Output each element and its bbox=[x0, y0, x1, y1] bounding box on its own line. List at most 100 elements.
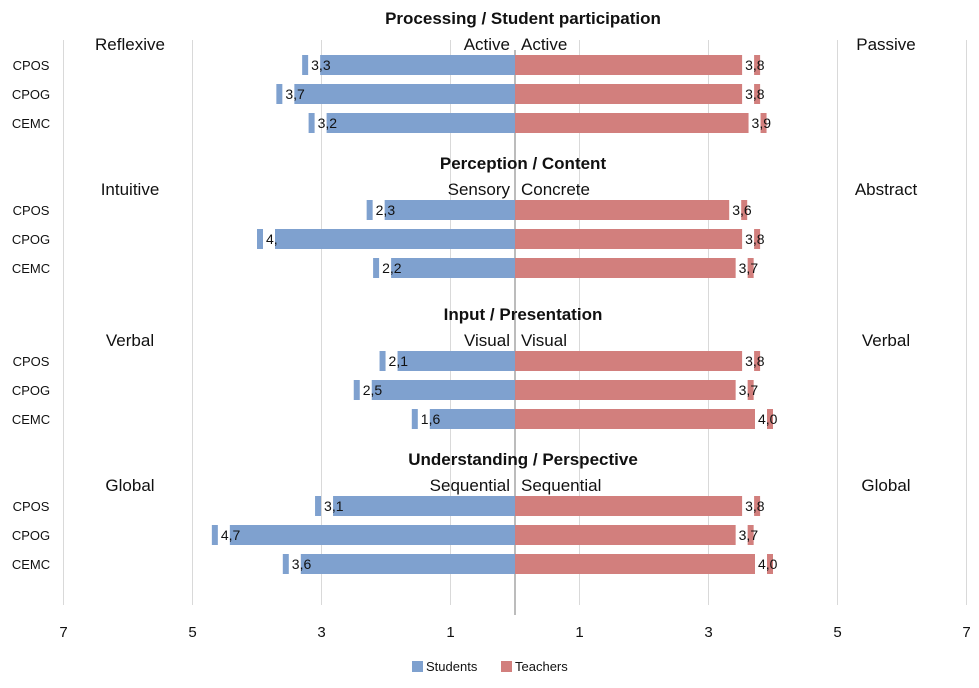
students-bar bbox=[229, 525, 515, 545]
teachers-bar-end bbox=[741, 200, 748, 220]
teachers-bar-end bbox=[760, 113, 767, 133]
teachers-data-label: 4,0 bbox=[758, 556, 778, 572]
teachers-bar-end bbox=[747, 525, 754, 545]
students-bar-end bbox=[308, 113, 315, 133]
teachers-bar-end bbox=[754, 229, 761, 249]
students-bar-end bbox=[315, 496, 322, 516]
teachers-data-label: 3,7 bbox=[739, 260, 759, 276]
left-pole-label: Intuitive bbox=[101, 180, 160, 199]
teachers-bar bbox=[515, 84, 743, 104]
students-bar bbox=[294, 84, 515, 104]
center-right-label: Active bbox=[521, 35, 567, 54]
left-pole-label: Global bbox=[105, 476, 154, 495]
legend-swatch-teachers bbox=[501, 661, 512, 672]
panel: Input / Presentation Verbal Visual Visual Ve… bbox=[12, 305, 910, 429]
teachers-bar-end bbox=[754, 55, 761, 75]
teachers-bar-end bbox=[747, 258, 754, 278]
grid bbox=[63, 40, 967, 605]
students-data-label: 2,3 bbox=[376, 202, 396, 218]
category-label: CPOG bbox=[12, 383, 50, 398]
x-tick-label: 1 bbox=[446, 624, 454, 641]
teachers-bar-end bbox=[754, 351, 761, 371]
teachers-bar-end bbox=[767, 409, 773, 429]
center-left-label: Sensory bbox=[448, 180, 511, 199]
teachers-bar bbox=[515, 229, 743, 249]
students-bar bbox=[371, 380, 515, 400]
right-pole-label: Global bbox=[861, 476, 910, 495]
students-bar-end bbox=[257, 229, 263, 249]
students-data-label: 4,7 bbox=[221, 527, 241, 543]
students-data-label: 3,3 bbox=[311, 57, 331, 73]
category-label: CEMC bbox=[12, 412, 50, 427]
teachers-data-label: 3,8 bbox=[745, 57, 765, 73]
students-bar bbox=[320, 55, 515, 75]
panel: Perception / Content Intuitive Sensory Conc… bbox=[12, 154, 918, 278]
panel-title: Perception / Content bbox=[440, 154, 607, 173]
students-data-label: 3,1 bbox=[324, 498, 344, 514]
left-pole-label: Verbal bbox=[106, 331, 154, 350]
teachers-data-label: 3,6 bbox=[732, 202, 752, 218]
legend-swatch-students bbox=[412, 661, 423, 672]
students-data-label: 3,6 bbox=[292, 556, 312, 572]
teachers-data-label: 3,7 bbox=[739, 382, 759, 398]
students-data-label: 2,2 bbox=[382, 260, 402, 276]
students-data-label: 3,7 bbox=[285, 86, 305, 102]
teachers-bar bbox=[515, 525, 736, 545]
teachers-bar bbox=[515, 380, 736, 400]
category-label: CEMC bbox=[12, 116, 50, 131]
teachers-bar-end bbox=[767, 554, 773, 574]
students-bar-end bbox=[211, 525, 218, 545]
category-label: CPOS bbox=[13, 203, 50, 218]
legend-label-students: Students bbox=[426, 659, 478, 674]
x-tick-label: 5 bbox=[188, 624, 196, 641]
teachers-bar bbox=[515, 55, 743, 75]
center-left-label: Sequential bbox=[430, 476, 510, 495]
students-bar bbox=[429, 409, 515, 429]
category-label: CPOS bbox=[13, 58, 50, 73]
category-label: CPOG bbox=[12, 232, 50, 247]
category-label: CPOS bbox=[13, 499, 50, 514]
students-bar-end bbox=[379, 351, 386, 371]
teachers-bar bbox=[515, 409, 755, 429]
teachers-bar bbox=[515, 200, 730, 220]
teachers-data-label: 3,8 bbox=[745, 231, 765, 247]
students-bar-end bbox=[276, 84, 283, 104]
x-tick-label: 3 bbox=[317, 624, 325, 641]
teachers-bar-end bbox=[747, 380, 754, 400]
teachers-data-label: 4,0 bbox=[758, 411, 778, 427]
right-pole-label: Abstract bbox=[855, 180, 918, 199]
panel: Understanding / Perspective Global Sequent… bbox=[12, 450, 911, 574]
category-label: CPOG bbox=[12, 87, 50, 102]
teachers-data-label: 3,7 bbox=[739, 527, 759, 543]
legend-label-teachers: Teachers bbox=[515, 659, 568, 674]
center-right-label: Visual bbox=[521, 331, 567, 350]
left-pole-label: Reflexive bbox=[95, 35, 165, 54]
students-bar bbox=[384, 200, 515, 220]
students-data-label: 3,2 bbox=[318, 115, 338, 131]
students-data-label: 1,6 bbox=[421, 411, 441, 427]
students-data-label: 2,1 bbox=[389, 353, 409, 369]
x-tick-label: 1 bbox=[575, 624, 583, 641]
panels: Processing / Student participation Reflex… bbox=[12, 9, 918, 574]
students-bar bbox=[397, 351, 515, 371]
panel-title: Input / Presentation bbox=[444, 305, 603, 324]
students-bar-end bbox=[353, 380, 360, 400]
teachers-bar bbox=[515, 554, 755, 574]
teachers-data-label: 3,8 bbox=[745, 353, 765, 369]
teachers-data-label: 3,8 bbox=[745, 86, 765, 102]
panel: Processing / Student participation Reflex… bbox=[12, 9, 916, 133]
teachers-data-label: 3,9 bbox=[752, 115, 772, 131]
right-pole-label: Passive bbox=[856, 35, 916, 54]
right-pole-label: Verbal bbox=[862, 331, 910, 350]
teachers-bar bbox=[515, 113, 749, 133]
students-bar bbox=[326, 113, 515, 133]
center-left-label: Active bbox=[464, 35, 510, 54]
x-tick-label: 7 bbox=[962, 624, 970, 641]
teachers-bar-end bbox=[754, 84, 761, 104]
category-label: CPOS bbox=[13, 354, 50, 369]
panel-title: Understanding / Perspective bbox=[408, 450, 638, 469]
center-left-label: Visual bbox=[464, 331, 510, 350]
students-bar-end bbox=[302, 55, 309, 75]
teachers-bar bbox=[515, 496, 743, 516]
